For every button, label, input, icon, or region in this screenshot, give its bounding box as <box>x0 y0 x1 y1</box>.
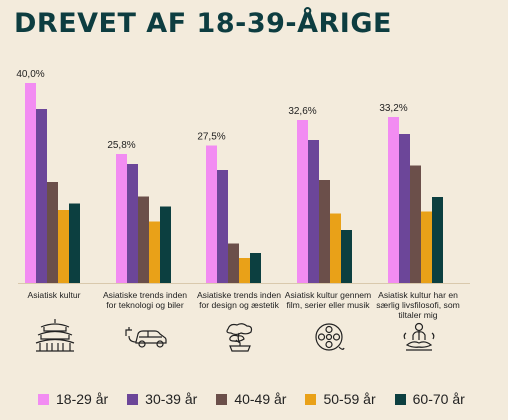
legend-label: 50-59 år <box>323 391 376 407</box>
bar <box>388 117 399 283</box>
legend-label: 18-29 år <box>56 391 109 407</box>
legend-swatch <box>394 393 406 405</box>
bar <box>36 109 47 283</box>
data-label: 40,0% <box>16 69 44 80</box>
legend-label: 60-70 år <box>412 391 465 407</box>
legend-swatch <box>216 393 228 405</box>
legend-item: 50-59 år <box>305 391 376 407</box>
category-label: Asiatiske trends inden for design og æst… <box>196 290 282 310</box>
bar <box>127 164 138 283</box>
bar <box>47 182 58 283</box>
category-label: Asiatisk kultur <box>27 290 81 300</box>
data-label: 32,6% <box>288 106 316 117</box>
data-label: 25,8% <box>107 140 135 151</box>
bar <box>149 221 160 283</box>
category-label: Asiatiske trends inden for teknologi og … <box>102 290 188 310</box>
data-label: 33,2% <box>379 103 407 114</box>
bar <box>160 206 171 283</box>
legend-label: 30-39 år <box>145 391 198 407</box>
bar <box>330 213 341 283</box>
bar <box>116 154 127 283</box>
pagoda-icon <box>35 318 75 357</box>
bar <box>228 243 239 283</box>
legend-item: 18-29 år <box>38 391 108 407</box>
film-reel-icon <box>313 321 345 358</box>
bar <box>308 140 319 283</box>
bonsai-icon <box>222 321 256 358</box>
legend-item: 30-39 år <box>127 391 197 407</box>
bar <box>297 120 308 283</box>
bar <box>341 230 352 283</box>
legend-swatch <box>38 393 49 405</box>
bar <box>432 197 443 283</box>
chart-title: DREVET AF 18-39-ÅRIGE <box>14 8 392 39</box>
legend-item: 40-49 år <box>216 391 286 407</box>
legend-label: 40-49 år <box>234 391 287 407</box>
legend-item: 60-70 år <box>394 391 465 407</box>
bar <box>69 203 80 283</box>
data-label: 27,5% <box>197 132 225 143</box>
legend-swatch <box>127 393 139 405</box>
bar <box>239 258 250 283</box>
bar <box>58 210 69 283</box>
category-label: Asiatisk kultur har en særlig livsfiloso… <box>376 290 460 320</box>
bar <box>319 180 330 283</box>
bar <box>25 83 36 283</box>
bar <box>399 134 410 283</box>
electric-car-icon <box>124 324 168 355</box>
bar <box>421 211 432 283</box>
bar <box>138 196 149 283</box>
bar <box>410 165 421 283</box>
bar <box>206 145 217 283</box>
legend: 18-29 år 30-39 år 40-49 år 50-59 år 60-70 år <box>38 391 465 407</box>
bar <box>250 253 261 283</box>
meditation-icon <box>403 321 435 358</box>
category-label: Asiatisk kultur gennem film, serier elle… <box>284 290 372 310</box>
bar <box>217 170 228 283</box>
legend-swatch <box>305 393 317 405</box>
